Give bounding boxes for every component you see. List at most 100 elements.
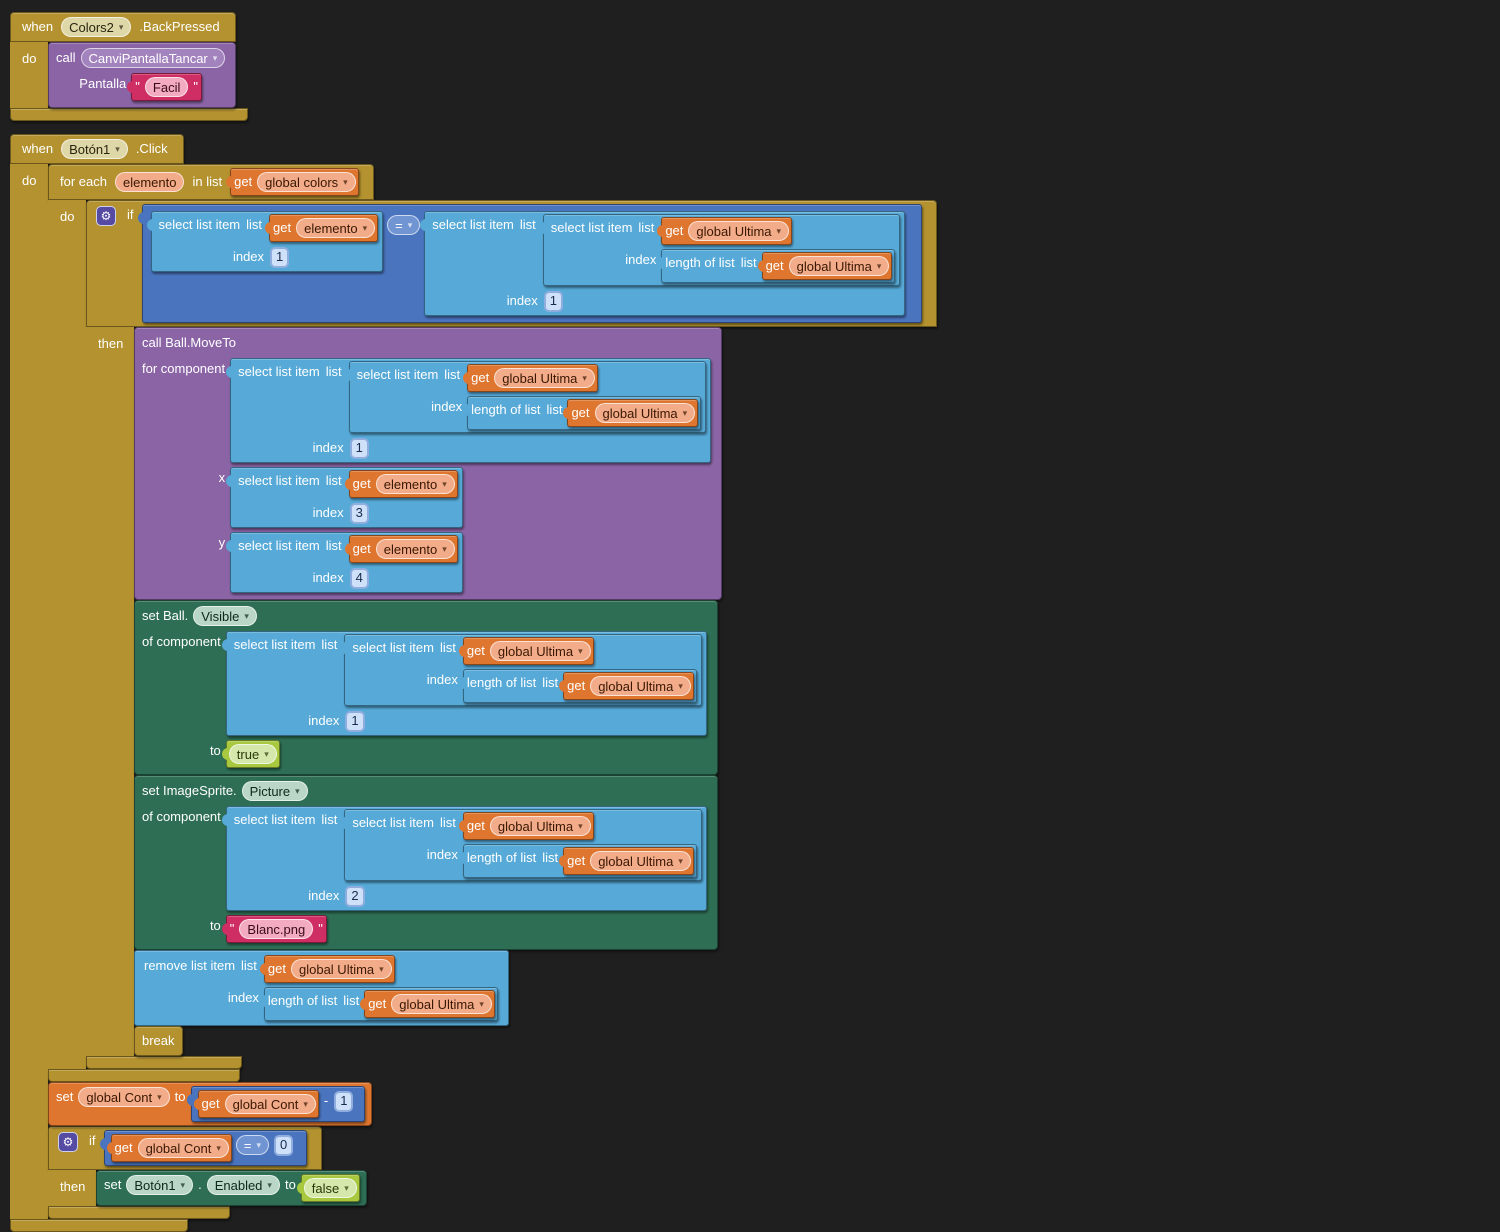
select-list-item-block[interactable]: select list item list select list item lis… — [221, 806, 707, 911]
call-ball-moveto-block[interactable]: call Ball.MoveTo for component select li… — [134, 327, 723, 600]
break-block[interactable]: break — [134, 1026, 183, 1056]
length-of-list-block[interactable]: length of list list get global Ultima ▾ — [458, 844, 697, 878]
property-dropdown-enabled[interactable]: Enabled ▾ — [206, 1175, 280, 1195]
if-cont-zero-block[interactable]: ⚙ if get global Cont ▾ = ▾ — [48, 1126, 367, 1219]
comparison-operator-dropdown[interactable]: = ▾ — [387, 215, 421, 235]
if-cont-header[interactable]: ⚙ if get global Cont ▾ = ▾ — [48, 1126, 323, 1170]
var-dropdown-elemento[interactable]: elemento ▾ — [296, 218, 376, 238]
get-global-ultima-block[interactable]: get global Ultima ▾ — [559, 672, 694, 700]
mutator-gear-icon[interactable]: ⚙ — [58, 1132, 78, 1152]
get-global-ultima-block[interactable]: get global Ultima ▾ — [458, 812, 594, 840]
set-ball-visible-block[interactable]: set Ball. Visible ▾ of component — [134, 600, 718, 775]
subtract-block[interactable]: get global Cont ▾ - 1 — [186, 1086, 366, 1122]
logic-true-block[interactable]: true ▾ — [221, 740, 280, 768]
number-field[interactable]: 1 — [345, 711, 365, 732]
remove-list-item-block[interactable]: remove list item list get global Ultima ▾ — [134, 950, 509, 1026]
event-block-click[interactable]: when Botón1 ▾ .Click do for each elemento… — [10, 134, 938, 1232]
select-list-item-block[interactable]: select list item list get elemento ▾ — [226, 467, 463, 528]
var-dropdown-global-colors[interactable]: global colors ▾ — [257, 172, 356, 192]
var-dropdown-global-ultima[interactable]: global Ultima ▾ — [594, 403, 696, 423]
get-global-colors-block[interactable]: get global colors ▾ — [226, 168, 359, 196]
mutator-gear-icon[interactable]: ⚙ — [96, 206, 116, 226]
var-dropdown-global-ultima[interactable]: global Ultima ▾ — [590, 676, 691, 696]
event-block-backpressed[interactable]: when Colors2 ▾ .BackPressed do call Canvi… — [10, 12, 248, 121]
text-string-facil-block[interactable]: " Facil " — [127, 73, 202, 101]
var-dropdown-elemento[interactable]: elemento ▾ — [375, 539, 455, 559]
logic-dropdown-false[interactable]: false ▾ — [303, 1178, 357, 1198]
number-field[interactable]: 1 — [270, 247, 290, 268]
var-dropdown-global-ultima[interactable]: global Ultima ▾ — [291, 959, 392, 979]
foreach-header[interactable]: for each elemento in list get global col… — [48, 164, 374, 200]
number-field[interactable]: 1 — [543, 291, 564, 312]
component-dropdown-boton1[interactable]: Botón1 ▾ — [61, 139, 128, 159]
length-of-list-block[interactable]: length of list list get global Ultima ▾ — [259, 987, 498, 1021]
length-of-list-block[interactable]: length of list list get global Ultima ▾ — [463, 396, 702, 430]
get-global-cont-block[interactable]: get global Cont ▾ — [106, 1134, 232, 1162]
logic-dropdown-true[interactable]: true ▾ — [228, 744, 277, 764]
get-elemento-block[interactable]: get elemento ▾ — [344, 470, 458, 498]
procedure-dropdown[interactable]: CanviPantallaTancar ▾ — [80, 48, 226, 68]
text-string-blanc-block[interactable]: " Blanc.png " — [221, 915, 327, 943]
var-dropdown-global-ultima[interactable]: global Ultima ▾ — [688, 221, 790, 241]
select-list-item-block[interactable]: select list item list get global Ultima ▾ — [340, 634, 702, 706]
number-field[interactable]: 3 — [349, 503, 369, 524]
var-dropdown-global-ultima[interactable]: global Ultima ▾ — [489, 816, 591, 836]
call-canvipantallatancar-block[interactable]: call CanviPantallaTancar ▾ Pantalla " Fac… — [48, 42, 237, 108]
when-click-header[interactable]: when Botón1 ▾ .Click — [10, 134, 184, 164]
get-global-ultima-block[interactable]: get global Ultima ▾ — [657, 217, 793, 245]
number-field[interactable]: 2 — [345, 886, 365, 907]
var-dropdown-global-cont[interactable]: global Cont ▾ — [78, 1087, 170, 1107]
var-dropdown-global-ultima[interactable]: global Ultima ▾ — [590, 851, 691, 871]
number-field[interactable]: 1 — [349, 438, 369, 459]
var-dropdown-global-ultima[interactable]: global Ultima ▾ — [788, 256, 890, 276]
component-dropdown-colors2[interactable]: Colors2 ▾ — [61, 17, 132, 37]
get-global-ultima-block[interactable]: get global Ultima ▾ — [559, 847, 694, 875]
text-value-field[interactable]: Facil — [144, 77, 189, 97]
comparison-operator-dropdown[interactable]: = ▾ — [235, 1135, 270, 1155]
select-list-item-block[interactable]: select list item list get global Ultima ▾ — [340, 809, 702, 881]
get-elemento-block[interactable]: get elemento ▾ — [344, 535, 458, 563]
if-block[interactable]: ⚙ if select list item list get — [86, 200, 938, 1069]
select-list-item-block[interactable]: select list item list select list item lis… — [420, 211, 906, 316]
length-of-list-block[interactable]: length of list list get global Ultima ▾ — [458, 669, 697, 703]
select-list-item-block[interactable]: select list item list get elemento ▾ — [226, 532, 463, 593]
set-boton1-enabled-block[interactable]: set Botón1 ▾ . Enabled ▾ to — [96, 1170, 367, 1206]
component-dropdown-boton1[interactable]: Botón1 ▾ — [126, 1175, 194, 1195]
set-global-cont-block[interactable]: set global Cont ▾ to get global Cont ▾ - — [48, 1082, 373, 1126]
number-field[interactable]: 1 — [334, 1091, 354, 1112]
get-global-ultima-block[interactable]: get global Ultima ▾ — [563, 399, 699, 427]
select-list-item-block[interactable]: select list item list select list item lis… — [221, 631, 707, 736]
get-global-ultima-block[interactable]: get global Ultima ▾ — [259, 955, 395, 983]
select-list-item-block[interactable]: select list item list get elemento ▾ — [146, 211, 384, 272]
text-value-field[interactable]: Blanc.png — [239, 919, 314, 939]
var-dropdown-global-ultima[interactable]: global Ultima ▾ — [489, 641, 591, 661]
foreach-block[interactable]: for each elemento in list get global col… — [48, 164, 938, 1082]
equals-block[interactable]: select list item list get elemento ▾ — [137, 204, 923, 323]
set-imagesprite-picture-block[interactable]: set ImageSprite. Picture ▾ of component — [134, 775, 718, 950]
get-global-ultima-block[interactable]: get global Ultima ▾ — [757, 252, 893, 280]
if-header[interactable]: ⚙ if select list item list get — [86, 200, 938, 327]
property-dropdown-picture[interactable]: Picture ▾ — [241, 781, 308, 801]
select-list-item-block[interactable]: select list item list get global Ultima ▾ — [538, 214, 901, 286]
logic-false-block[interactable]: false ▾ — [296, 1174, 360, 1202]
get-global-cont-block[interactable]: get global Cont ▾ — [193, 1090, 319, 1118]
var-dropdown-elemento[interactable]: elemento ▾ — [375, 474, 455, 494]
var-dropdown-global-ultima[interactable]: global Ultima ▾ — [391, 994, 492, 1014]
equals-block[interactable]: get global Cont ▾ = ▾ 0 — [99, 1130, 308, 1166]
var-dropdown-global-cont[interactable]: global Cont ▾ — [137, 1138, 229, 1158]
when-backpressed-header[interactable]: when Colors2 ▾ .BackPressed — [10, 12, 236, 42]
select-list-item-block[interactable]: select list item list select list item lis… — [226, 358, 712, 463]
var-dropdown-global-cont[interactable]: global Cont ▾ — [224, 1094, 316, 1114]
number-field[interactable]: 0 — [274, 1135, 294, 1156]
number-field[interactable]: 4 — [349, 568, 369, 589]
loop-var-field[interactable]: elemento — [114, 172, 185, 192]
property-dropdown-visible[interactable]: Visible ▾ — [193, 606, 257, 626]
var-dropdown-global-ultima[interactable]: global Ultima ▾ — [494, 368, 595, 388]
select-list-item-block[interactable]: select list item list get global Ultima ▾ — [344, 361, 707, 433]
get-elemento-block[interactable]: get elemento ▾ — [265, 214, 379, 242]
length-of-list-block[interactable]: length of list list get global Ultima ▾ — [657, 249, 896, 283]
get-global-ultima-block[interactable]: get global Ultima ▾ — [458, 637, 594, 665]
get-global-ultima-block[interactable]: get global Ultima ▾ — [360, 990, 495, 1018]
get-global-ultima-block[interactable]: get global Ultima ▾ — [463, 364, 598, 392]
